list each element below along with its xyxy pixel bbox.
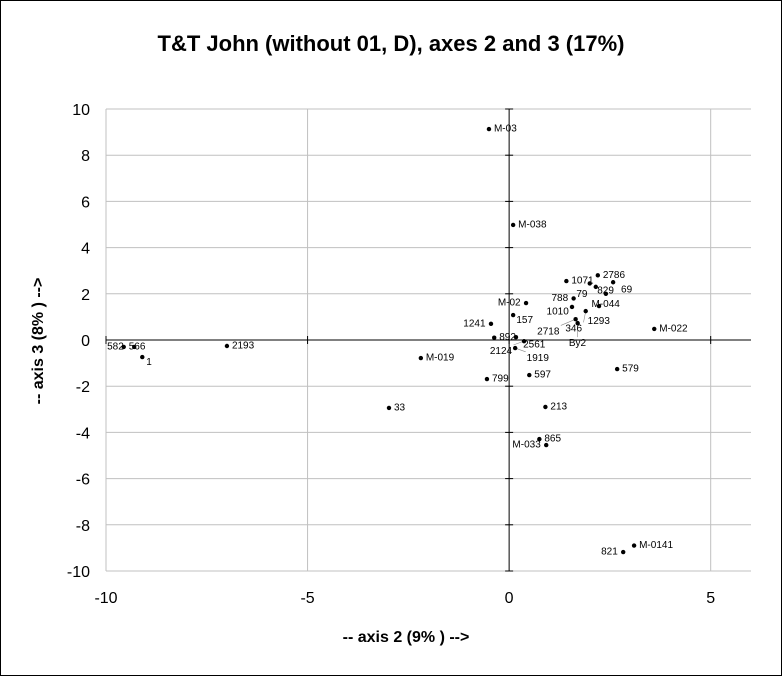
chart-title: T&T John (without 01, D), axes 2 and 3 (… xyxy=(157,31,625,56)
data-point-label: M-019 xyxy=(426,353,455,364)
data-point xyxy=(484,376,490,382)
data-point xyxy=(512,345,518,351)
data-point xyxy=(140,354,145,360)
data-point-label: 788 xyxy=(552,293,569,304)
y-tick-label: 0 xyxy=(81,333,90,350)
data-point-label: 799 xyxy=(492,374,509,385)
data-point-label: 566 xyxy=(129,341,146,352)
data-point-label: 2193 xyxy=(232,341,255,352)
labels-layer: -10 -8 -6 -4 -2 0 2 4 6 8 10 -10 -5 0 5 M-03 M-038 1071 27… xyxy=(67,102,715,607)
data-point-label: 2124 xyxy=(490,346,513,357)
data-point xyxy=(513,335,519,340)
data-point xyxy=(569,304,575,310)
data-point xyxy=(596,303,602,309)
x-tick-label: 0 xyxy=(505,590,514,607)
data-point-label: By2 xyxy=(569,338,587,349)
data-point xyxy=(492,335,497,340)
data-point xyxy=(523,300,529,306)
data-point xyxy=(386,405,392,411)
data-point xyxy=(544,442,549,448)
data-point-label: M-03 xyxy=(494,124,517,135)
data-point-label: 892 xyxy=(499,332,516,343)
y-tick-label: 2 xyxy=(81,287,90,304)
data-point xyxy=(587,281,592,286)
data-point xyxy=(583,308,588,314)
data-point xyxy=(527,372,532,378)
data-point xyxy=(621,549,626,555)
data-point-label: 2786 xyxy=(603,270,626,281)
data-point-label: 1 xyxy=(146,357,152,368)
data-point xyxy=(595,273,601,278)
data-point-label: M-0141 xyxy=(639,540,673,551)
data-point-label: 2561 xyxy=(523,339,546,350)
data-point xyxy=(418,355,424,361)
data-point xyxy=(486,126,492,132)
data-point-label: 1919 xyxy=(527,353,550,364)
data-point-label: M-022 xyxy=(659,323,688,334)
data-point-label: 579 xyxy=(622,364,639,375)
data-point-label: M-044 xyxy=(591,299,620,310)
x-tick-label: -10 xyxy=(94,590,117,607)
data-point-label: 79 xyxy=(576,289,588,300)
grid-layer xyxy=(105,108,751,572)
data-point-label: 69 xyxy=(621,285,633,296)
data-point xyxy=(610,280,616,285)
data-point xyxy=(603,291,609,296)
data-point-label: 1241 xyxy=(463,318,486,329)
data-point xyxy=(488,321,494,327)
y-tick-label: -4 xyxy=(76,425,90,442)
data-point-label: M-02 xyxy=(498,298,521,309)
data-point-label: 157 xyxy=(516,315,533,326)
y-axis-label: -- axis 3 (8% ) --> xyxy=(30,277,47,405)
data-point-label: 1010 xyxy=(547,307,570,318)
data-point xyxy=(575,320,580,326)
data-point-label: M-033 xyxy=(512,440,541,451)
data-point-label: 821 xyxy=(601,547,618,558)
data-point xyxy=(510,222,516,228)
data-point xyxy=(573,317,578,322)
data-point xyxy=(614,366,620,372)
data-point xyxy=(564,278,569,284)
data-point xyxy=(652,326,657,332)
data-point-label: 1071 xyxy=(571,276,594,287)
label-leader-line xyxy=(560,318,576,326)
y-tick-label: -8 xyxy=(76,518,90,535)
y-tick-label: 6 xyxy=(81,194,90,211)
y-tick-label: 10 xyxy=(72,102,90,119)
data-point-label: 582 xyxy=(107,341,124,352)
data-point xyxy=(521,338,527,344)
data-point-label: 829 xyxy=(597,286,614,297)
data-point xyxy=(631,543,637,548)
data-point-label: 597 xyxy=(534,370,551,381)
y-tick-label: -10 xyxy=(67,564,90,581)
y-tick-label: -2 xyxy=(76,379,90,396)
data-point-label: 2718 xyxy=(537,326,560,337)
data-point xyxy=(132,344,137,350)
data-point xyxy=(510,312,516,318)
data-point-label: 346 xyxy=(565,323,582,334)
data-point-label: 33 xyxy=(394,402,406,413)
data-point xyxy=(543,404,548,410)
y-tick-label: 4 xyxy=(81,241,90,258)
data-point-label: 865 xyxy=(544,434,561,445)
data-point xyxy=(571,296,576,301)
y-tick-label: -6 xyxy=(76,472,90,489)
data-point xyxy=(121,344,126,350)
data-point xyxy=(593,284,598,290)
x-axis-label: -- axis 2 (9% ) --> xyxy=(342,629,470,646)
data-point-label: 213 xyxy=(550,401,567,412)
x-tick-label: 5 xyxy=(706,590,715,607)
x-tick-label: -5 xyxy=(300,590,314,607)
data-point-label: 1293 xyxy=(588,316,611,327)
data-point-label: M-038 xyxy=(518,219,547,230)
data-point xyxy=(537,436,542,442)
data-point xyxy=(224,343,230,349)
points-layer xyxy=(121,126,657,555)
y-tick-label: 8 xyxy=(81,148,90,165)
